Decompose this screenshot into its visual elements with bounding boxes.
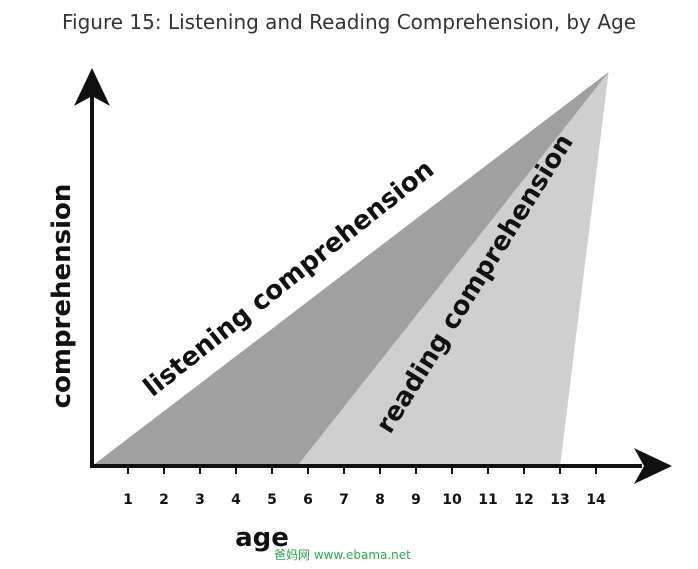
chart-title: Figure 15: Listening and Reading Compreh… xyxy=(61,10,636,34)
x-axis-arrow-icon xyxy=(634,448,672,484)
y-axis-label: comprehension xyxy=(47,184,77,409)
x-tick-label: 6 xyxy=(303,492,313,508)
x-tick-label: 2 xyxy=(159,492,169,508)
x-tick-label: 8 xyxy=(375,492,385,508)
x-tick-label: 13 xyxy=(550,492,569,508)
x-tick-label: 14 xyxy=(586,492,606,508)
area-reading xyxy=(297,72,609,466)
area-background-mask xyxy=(560,72,669,466)
y-axis-arrow-icon xyxy=(74,68,110,106)
x-tick-label: 1 xyxy=(123,492,133,508)
x-tick-label: 9 xyxy=(411,492,421,508)
x-ticks xyxy=(127,466,597,474)
x-tick-label: 12 xyxy=(514,492,533,508)
x-tick-label: 11 xyxy=(478,492,497,508)
x-tick-label: 4 xyxy=(231,492,241,508)
x-tick-labels: 1 2 3 4 5 6 7 8 9 10 11 12 13 14 xyxy=(123,492,606,508)
x-tick-label: 3 xyxy=(195,492,205,508)
axes-layer xyxy=(74,68,672,484)
areas-layer xyxy=(92,72,669,466)
x-tick-label: 5 xyxy=(267,492,277,508)
watermark: 爸妈网 www.ebama.net xyxy=(274,548,411,562)
x-tick-label: 7 xyxy=(339,492,349,508)
x-axis-label: age xyxy=(235,523,289,553)
x-tick-label: 10 xyxy=(442,492,462,508)
